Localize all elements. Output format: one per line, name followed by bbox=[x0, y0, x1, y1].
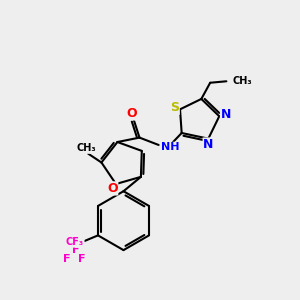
Text: NH: NH bbox=[161, 142, 179, 152]
Text: F: F bbox=[72, 245, 80, 255]
Text: O: O bbox=[126, 107, 136, 120]
Text: CH₃: CH₃ bbox=[233, 76, 253, 86]
Text: CF₃: CF₃ bbox=[66, 237, 84, 247]
Text: S: S bbox=[170, 101, 179, 114]
Text: CH₃: CH₃ bbox=[77, 143, 97, 153]
Text: N: N bbox=[203, 138, 214, 151]
Text: F: F bbox=[78, 254, 85, 264]
Text: F: F bbox=[63, 254, 71, 264]
Text: O: O bbox=[107, 182, 118, 195]
Text: N: N bbox=[220, 108, 231, 121]
